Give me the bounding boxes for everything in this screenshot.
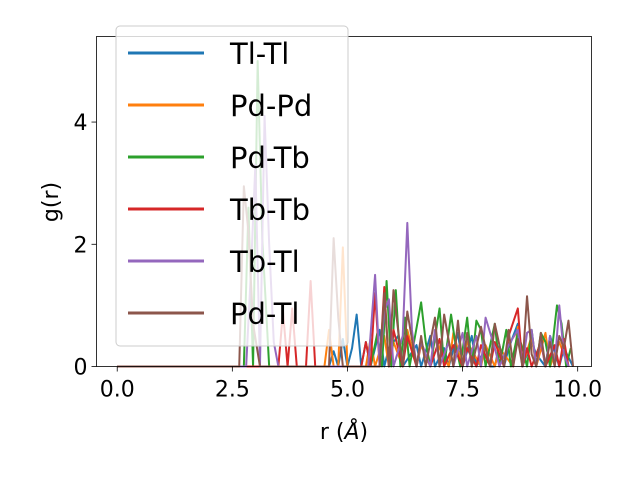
y-axis-ticks: 0 2 4 bbox=[74, 111, 97, 381]
x-tick-label: 5.0 bbox=[330, 378, 365, 403]
y-axis-label: g(r) bbox=[39, 182, 64, 222]
x-axis-label: r (Å) bbox=[320, 418, 368, 445]
legend-label-4: Tb-Tl bbox=[229, 245, 300, 279]
x-tick-label: 10.0 bbox=[553, 378, 602, 403]
legend-label-2: Pd-Tb bbox=[230, 141, 310, 175]
legend-label-0: Tl-Tl bbox=[229, 37, 289, 71]
legend-label-5: Pd-Tl bbox=[230, 297, 299, 331]
y-tick-label: 2 bbox=[74, 233, 88, 258]
x-tick-label: 2.5 bbox=[215, 378, 250, 403]
legend-label-1: Pd-Pd bbox=[230, 89, 312, 123]
x-axis-ticks: 0.0 2.5 5.0 7.5 10.0 bbox=[100, 366, 602, 403]
legend: Tl-Tl Pd-Pd Pd-Tb Tb-Tb Tb-Tl Pd-Tl bbox=[115, 25, 349, 347]
y-tick-label: 0 bbox=[74, 356, 88, 381]
x-tick-label: 0.0 bbox=[100, 378, 135, 403]
legend-entries: Tl-Tl Pd-Pd Pd-Tb Tb-Tb Tb-Tl Pd-Tl bbox=[128, 37, 312, 331]
y-tick-label: 4 bbox=[74, 111, 88, 136]
legend-label-3: Tb-Tb bbox=[229, 193, 310, 227]
x-tick-label: 7.5 bbox=[445, 378, 480, 403]
